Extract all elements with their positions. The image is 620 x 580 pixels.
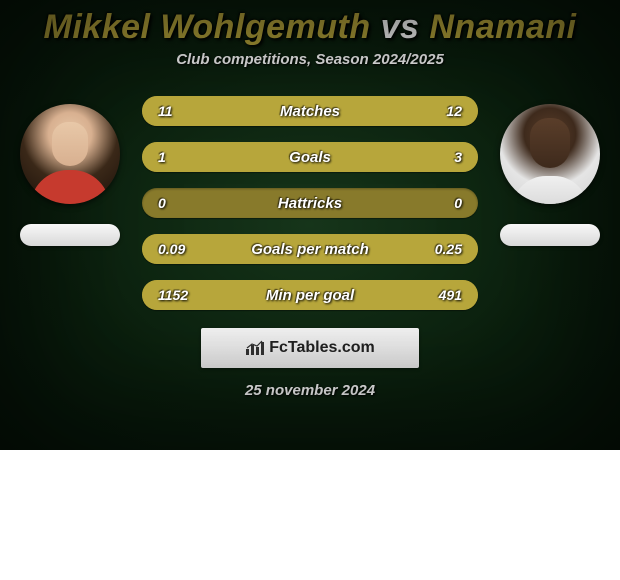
stat-value-left: 1: [142, 149, 202, 165]
stat-value-right: 491: [418, 287, 478, 303]
branding-text: FcTables.com: [269, 339, 375, 357]
title-vs: vs: [381, 8, 420, 46]
player1-club-logo: [20, 224, 120, 246]
stat-label: Min per goal: [202, 287, 418, 304]
subtitle: Club competitions, Season 2024/2025: [0, 51, 620, 68]
date: 25 november 2024: [0, 382, 620, 399]
stat-value-right: 0: [418, 195, 478, 211]
stats-column: 11Matches12 1Goals3 0Hattricks0 0.09Goals p…: [130, 86, 490, 310]
stat-value-right: 3: [418, 149, 478, 165]
stat-row: 1Goals3: [142, 142, 478, 172]
stat-label: Goals: [202, 149, 418, 166]
player2-column: [490, 86, 610, 246]
title: Mikkel Wohlgemuth vs Nnamani: [0, 8, 620, 47]
stat-row: 0.09Goals per match0.25: [142, 234, 478, 264]
player1-column: [10, 86, 130, 246]
title-player1: Mikkel Wohlgemuth: [44, 8, 371, 46]
player2-avatar: [500, 104, 600, 204]
stat-value-left: 0: [142, 195, 202, 211]
comparison-card: Mikkel Wohlgemuth vs Nnamani Club compet…: [0, 0, 620, 450]
player1-avatar: [20, 104, 120, 204]
blank-area: [0, 450, 620, 580]
body: 11Matches12 1Goals3 0Hattricks0 0.09Goals p…: [0, 86, 620, 310]
stat-row: 0Hattricks0: [142, 188, 478, 218]
stat-value-right: 12: [418, 103, 478, 119]
branding-badge: FcTables.com: [201, 328, 419, 368]
stat-label: Matches: [202, 103, 418, 120]
stat-value-right: 0.25: [418, 241, 478, 257]
stat-value-left: 0.09: [142, 241, 202, 257]
stat-value-left: 1152: [142, 287, 202, 303]
stat-label: Hattricks: [202, 195, 418, 212]
stat-row: 1152Min per goal491: [142, 280, 478, 310]
stat-row: 11Matches12: [142, 96, 478, 126]
stat-label: Goals per match: [202, 241, 418, 258]
branding-chart-icon: [245, 340, 265, 356]
stat-value-left: 11: [142, 103, 202, 119]
title-player2: Nnamani: [429, 8, 576, 46]
player2-club-logo: [500, 224, 600, 246]
